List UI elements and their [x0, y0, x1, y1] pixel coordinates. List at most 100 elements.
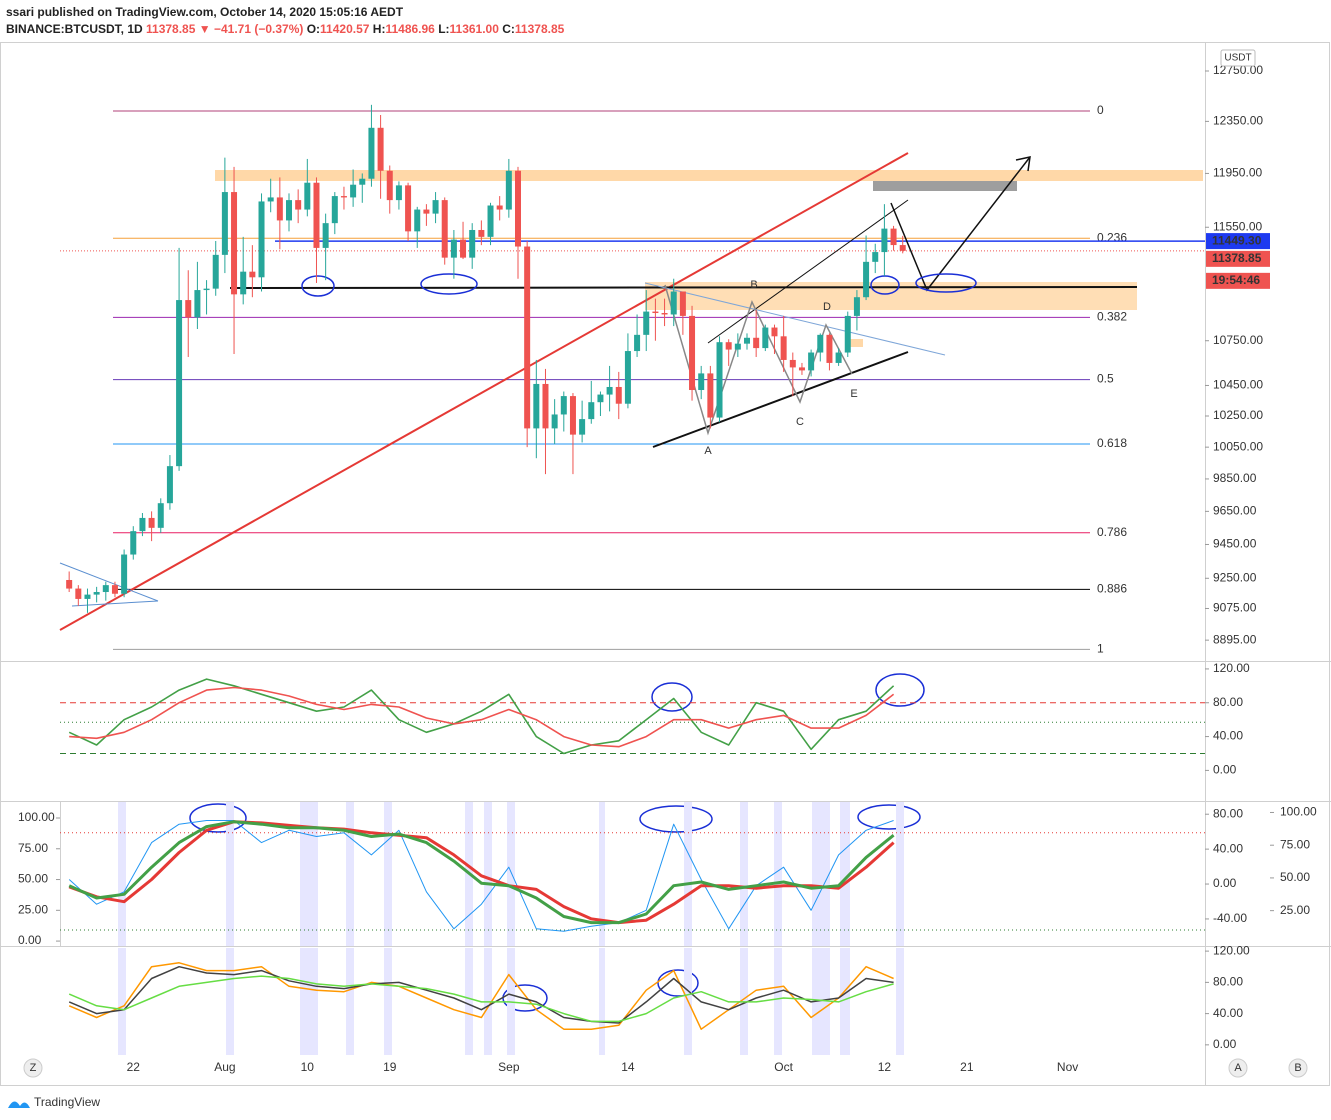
- toolbar-button[interactable]: [23, 1058, 43, 1078]
- drawing-line: [644, 282, 946, 356]
- signal-band: [300, 802, 318, 946]
- ohlc-value: 11361.00: [449, 22, 499, 36]
- candle-body: [276, 197, 283, 221]
- candle-body: [808, 352, 815, 371]
- arrowhead: [1015, 156, 1031, 172]
- symbol-line: BINANCE:BTCUSDT, 1D 11378.85 ▼ −41.71 (−…: [6, 21, 564, 38]
- drawing-line: [59, 152, 909, 631]
- candle-body: [368, 127, 375, 179]
- candle-body: [221, 192, 228, 255]
- fib-label: 0: [1097, 103, 1104, 117]
- candle-body: [84, 594, 91, 599]
- candle-body: [395, 185, 402, 201]
- candle-body: [817, 334, 824, 353]
- candle-body: [560, 396, 567, 415]
- fib-label: 0.618: [1097, 436, 1127, 450]
- candle-body: [579, 419, 586, 435]
- highlight-circle: [301, 275, 335, 297]
- candle-body: [524, 246, 531, 429]
- candle-body: [350, 184, 357, 198]
- candle-body: [835, 352, 842, 363]
- candle-body: [569, 396, 576, 435]
- candle-body: [716, 342, 723, 418]
- candle-body: [487, 205, 494, 237]
- candle-body: [615, 386, 622, 404]
- last-price: 11378.85: [146, 22, 196, 36]
- signal-band: [599, 948, 605, 1055]
- signal-band: [896, 802, 904, 946]
- price-label-box: [1206, 233, 1270, 250]
- candle-body: [689, 315, 696, 391]
- ohlc: O:11420.57 H:11486.96 L:11361.00 C:11378…: [307, 22, 565, 36]
- y-tick-label: 50.00: [18, 872, 48, 886]
- toolbar-label: A: [1234, 1062, 1242, 1074]
- indicator-line: [69, 686, 895, 748]
- signal-band: [118, 802, 126, 946]
- candle-body: [505, 170, 512, 210]
- toolbar-label: Z: [30, 1062, 37, 1074]
- y-tick-label: 11950.00: [1213, 166, 1262, 180]
- candle-body: [432, 200, 439, 214]
- candle-body: [130, 531, 137, 555]
- zone: [215, 170, 1203, 181]
- countdown: 19:54:46: [1212, 273, 1260, 287]
- candle-body: [853, 297, 860, 316]
- y-tick-label: 12750.00: [1213, 63, 1263, 77]
- candle-body: [881, 228, 888, 253]
- candle-body: [231, 192, 238, 295]
- ohlc-value: 11486.96: [385, 22, 435, 36]
- candle-body: [643, 311, 650, 335]
- toolbar-button[interactable]: [1288, 1058, 1308, 1078]
- candle-body: [157, 503, 164, 528]
- toolbar-button[interactable]: [1228, 1058, 1248, 1078]
- candle-body: [597, 394, 604, 403]
- pattern: [664, 284, 853, 436]
- ohlc-value: 11378.85: [514, 22, 565, 36]
- candle-body: [203, 288, 210, 291]
- signal-band: [684, 802, 692, 946]
- x-tick-label: Aug: [214, 1060, 235, 1074]
- fib-label: 0.382: [1097, 310, 1127, 324]
- drawing-line: [652, 351, 909, 448]
- signal-band: [896, 948, 904, 1055]
- target-box: [873, 181, 1017, 191]
- fib-label: 0.236: [1097, 230, 1127, 244]
- price-label: 11378.85: [1212, 251, 1262, 265]
- candle-body: [469, 229, 476, 258]
- y-tick-label: 100.00: [18, 810, 55, 824]
- signal-band: [226, 802, 234, 946]
- symbol: BINANCE:BTCUSDT, 1D: [6, 22, 143, 36]
- y-tick-label: 25.00: [1280, 903, 1310, 917]
- y-tick-label: 10750.00: [1213, 333, 1263, 347]
- candle-body: [286, 200, 292, 221]
- candle-body: [423, 209, 430, 214]
- brand-logo: [8, 1101, 30, 1108]
- candle-body: [166, 466, 173, 504]
- signal-band: [740, 802, 748, 946]
- x-tick-label: Sep: [498, 1060, 520, 1074]
- candle-body: [542, 383, 549, 429]
- y-tick-label: 11550.00: [1213, 219, 1262, 233]
- highlight-circle: [875, 673, 925, 707]
- candle-body: [844, 315, 851, 353]
- y-tick-label: 0.00: [1213, 763, 1237, 777]
- zone: [849, 339, 863, 347]
- pattern-label: E: [850, 388, 857, 400]
- signal-band: [346, 802, 354, 946]
- candle-body: [624, 351, 631, 404]
- candle-body: [377, 127, 384, 171]
- y-tick-label: 80.00: [1213, 806, 1243, 820]
- candle-body: [652, 311, 659, 314]
- highlight-circle: [857, 804, 921, 830]
- candle-body: [496, 205, 503, 210]
- x-tick-label: 21: [960, 1060, 974, 1074]
- ohlc-value: 11420.57: [320, 22, 370, 36]
- y-tick-label: 80.00: [1213, 695, 1243, 709]
- candle-body: [606, 386, 613, 395]
- candle-body: [515, 170, 521, 247]
- pattern-label: A: [704, 445, 712, 457]
- signal-band: [300, 948, 318, 1055]
- candle-body: [386, 170, 393, 201]
